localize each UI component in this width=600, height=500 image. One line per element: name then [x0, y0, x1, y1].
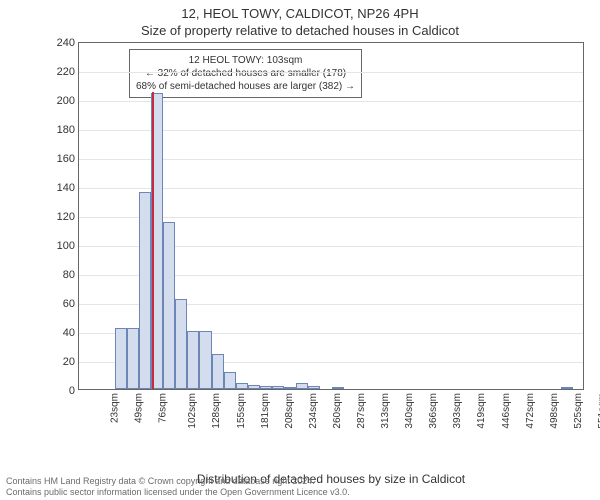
histogram-bar	[272, 386, 284, 389]
reference-marker	[152, 92, 154, 389]
x-tick-label: 393sqm	[452, 393, 463, 429]
x-tick-label: 49sqm	[134, 393, 145, 423]
x-tick-label: 102sqm	[187, 393, 198, 429]
y-tick-label: 60	[63, 298, 75, 310]
x-tick-label: 287sqm	[356, 393, 367, 429]
footer-line-2: Contains public sector information licen…	[6, 487, 350, 498]
x-tick-label: 313sqm	[380, 393, 391, 429]
histogram-bar	[127, 328, 139, 389]
x-tick-label: 23sqm	[110, 393, 121, 423]
histogram-bar	[260, 386, 272, 389]
y-tick-label: 240	[57, 37, 75, 49]
chart-container: Number of detached properties 12 HEOL TO…	[48, 42, 584, 430]
y-tick-label: 200	[57, 95, 75, 107]
gridline-h	[79, 72, 583, 73]
y-tick-label: 140	[57, 182, 75, 194]
histogram-bar	[236, 383, 248, 389]
y-tick-label: 0	[69, 385, 75, 397]
histogram-bar	[115, 328, 127, 389]
histogram-bar	[561, 387, 573, 389]
y-tick-label: 160	[57, 153, 75, 165]
marker-annotation: 12 HEOL TOWY: 103sqm← 32% of detached ho…	[129, 49, 362, 98]
x-tick-label: 498sqm	[549, 393, 560, 429]
y-tick-label: 20	[63, 356, 75, 368]
annotation-line: ← 32% of detached houses are smaller (17…	[136, 67, 355, 80]
y-tick-label: 180	[57, 124, 75, 136]
y-tick-label: 80	[63, 269, 75, 281]
y-tick-label: 220	[57, 66, 75, 78]
y-tick-label: 120	[57, 211, 75, 223]
plot-area: 12 HEOL TOWY: 103sqm← 32% of detached ho…	[78, 42, 584, 390]
x-tick-label: 208sqm	[284, 393, 295, 429]
x-tick-label: 340sqm	[404, 393, 415, 429]
histogram-bar	[284, 387, 296, 389]
histogram-bar	[139, 192, 151, 389]
y-tick-label: 100	[57, 240, 75, 252]
x-tick-label: 472sqm	[525, 393, 536, 429]
x-tick-label: 181sqm	[260, 393, 271, 429]
footer-attribution: Contains HM Land Registry data © Crown c…	[6, 476, 350, 498]
annotation-line: 68% of semi-detached houses are larger (…	[136, 80, 355, 93]
x-tick-label: 419sqm	[477, 393, 488, 429]
histogram-bar	[248, 385, 260, 389]
histogram-bar	[187, 331, 199, 389]
x-tick-label: 234sqm	[308, 393, 319, 429]
histogram-bar	[199, 331, 211, 389]
histogram-bar	[332, 387, 344, 389]
histogram-bar	[212, 354, 224, 389]
x-tick-label: 76sqm	[158, 393, 169, 423]
histogram-bar	[308, 386, 320, 389]
footer-line-1: Contains HM Land Registry data © Crown c…	[6, 476, 350, 487]
histogram-bar	[175, 299, 187, 389]
x-tick-label: 155sqm	[236, 393, 247, 429]
x-tick-label: 366sqm	[428, 393, 439, 429]
histogram-bar	[163, 222, 175, 389]
page-title-main: 12, HEOL TOWY, CALDICOT, NP26 4PH	[0, 0, 600, 21]
histogram-bar	[296, 383, 308, 389]
histogram-bar	[224, 372, 236, 389]
x-tick-label: 128sqm	[211, 393, 222, 429]
page-title-sub: Size of property relative to detached ho…	[0, 21, 600, 42]
y-tick-label: 40	[63, 327, 75, 339]
annotation-line: 12 HEOL TOWY: 103sqm	[136, 54, 355, 67]
x-tick-label: 446sqm	[501, 393, 512, 429]
x-tick-label: 260sqm	[332, 393, 343, 429]
x-tick-label: 525sqm	[573, 393, 584, 429]
